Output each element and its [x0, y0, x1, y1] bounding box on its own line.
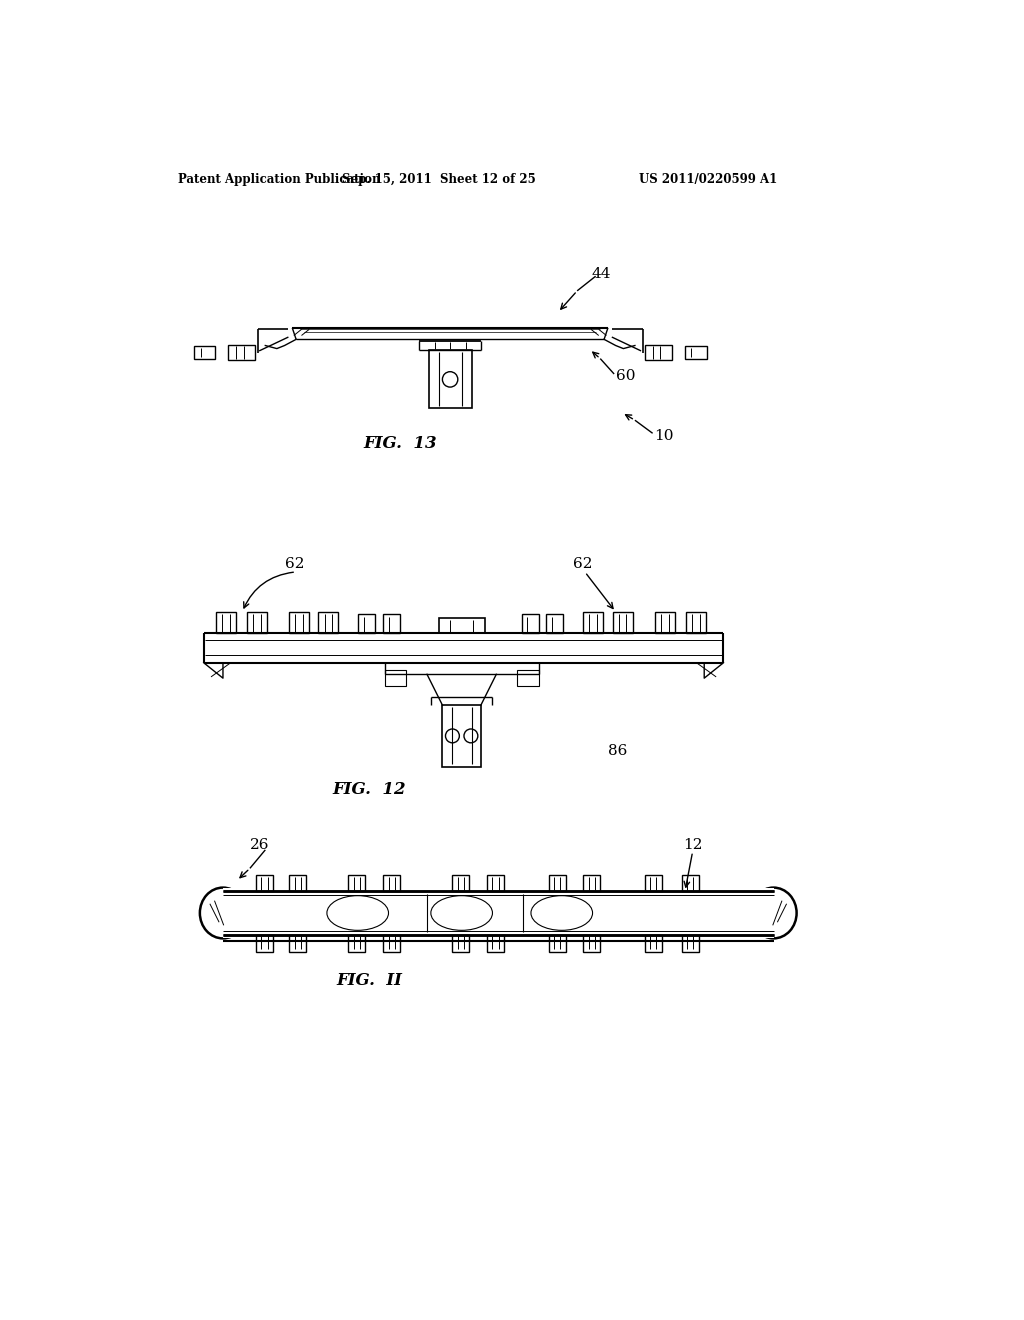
Bar [487, 875, 504, 891]
Bar [289, 935, 306, 952]
Bar [685, 346, 707, 359]
Text: 26: 26 [250, 838, 269, 853]
Text: 10: 10 [654, 429, 674, 442]
Bar [289, 612, 309, 634]
Bar [442, 705, 481, 767]
Bar [289, 875, 306, 891]
Bar [383, 935, 400, 952]
Text: FIG.  II: FIG. II [336, 973, 402, 989]
Bar [612, 612, 633, 634]
Text: FIG.  13: FIG. 13 [364, 434, 437, 451]
Bar [256, 875, 273, 891]
Bar [438, 618, 484, 634]
Bar [358, 614, 376, 634]
Bar [383, 614, 400, 634]
Bar [682, 875, 698, 891]
Bar [194, 346, 215, 359]
Bar [348, 875, 366, 891]
Text: 12: 12 [683, 838, 702, 853]
Bar [383, 875, 400, 891]
Bar [521, 614, 539, 634]
Bar [318, 612, 339, 634]
Bar [584, 935, 600, 952]
Bar [223, 887, 773, 939]
Bar [429, 350, 472, 408]
Text: 86: 86 [608, 744, 628, 758]
Text: 44: 44 [591, 267, 610, 281]
Bar [686, 612, 706, 634]
Bar [487, 935, 504, 952]
Text: Patent Application Publication: Patent Application Publication [178, 173, 381, 186]
Bar [549, 875, 565, 891]
Bar [584, 612, 603, 634]
Text: 60: 60 [615, 368, 635, 383]
Bar [348, 935, 366, 952]
Bar [517, 671, 539, 686]
Text: US 2011/0220599 A1: US 2011/0220599 A1 [639, 173, 777, 186]
Bar [584, 875, 600, 891]
Bar [645, 935, 662, 952]
Text: Sep. 15, 2011  Sheet 12 of 25: Sep. 15, 2011 Sheet 12 of 25 [342, 173, 536, 186]
Bar [645, 345, 672, 360]
Bar [655, 612, 675, 634]
Bar [256, 935, 273, 952]
Bar [549, 935, 565, 952]
Text: 62: 62 [285, 557, 304, 572]
Text: 62: 62 [573, 557, 593, 572]
Bar [682, 935, 698, 952]
Bar [453, 875, 469, 891]
Bar [547, 614, 563, 634]
Bar [645, 875, 662, 891]
Bar [385, 671, 407, 686]
Bar [216, 612, 237, 634]
Bar [453, 935, 469, 952]
Bar [228, 345, 255, 360]
Text: FIG.  12: FIG. 12 [333, 781, 407, 799]
Bar [247, 612, 267, 634]
